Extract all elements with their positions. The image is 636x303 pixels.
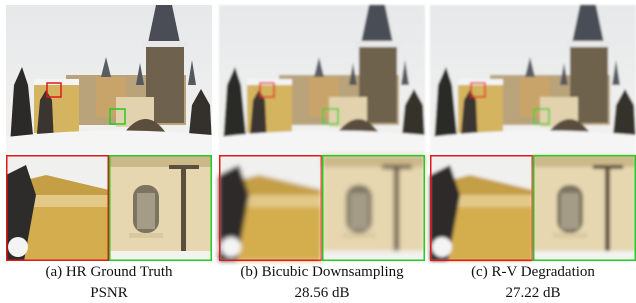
- metric: 28.56 dB: [294, 285, 349, 301]
- caption: (a) HR Ground Truth: [45, 264, 173, 280]
- metric: PSNR: [90, 285, 128, 301]
- caption: (c) R-V Degradation: [471, 264, 595, 280]
- caption: (b) Bicubic Downsampling: [240, 264, 404, 280]
- panel-a: [6, 5, 212, 261]
- figure: (a) HR Ground Truth PSNR (b) Bicubic Dow…: [0, 0, 636, 303]
- panel-c: [430, 5, 636, 261]
- panel-b: [219, 5, 425, 261]
- metric: 27.22 dB: [505, 285, 560, 301]
